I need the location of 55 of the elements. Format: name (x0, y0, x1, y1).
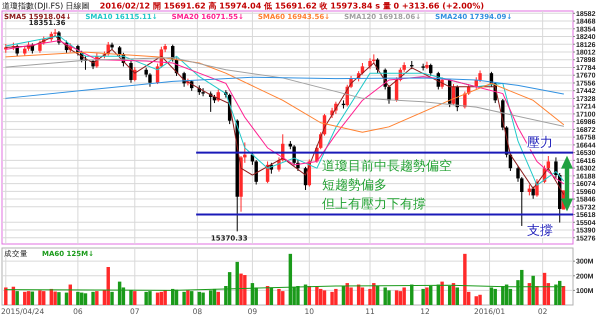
bar (50, 288, 54, 305)
bar (243, 275, 247, 305)
bar (330, 292, 334, 305)
bar (133, 291, 137, 305)
ref-line-label: 壓力 (527, 136, 553, 151)
bar (494, 288, 497, 305)
bar (163, 290, 167, 305)
bar (26, 291, 30, 305)
bar (4, 287, 8, 305)
bar (356, 284, 360, 305)
bar (281, 291, 284, 305)
bar (156, 292, 160, 305)
bar (198, 292, 201, 305)
bar (201, 292, 205, 305)
bar (106, 267, 110, 305)
bar (42, 291, 46, 305)
bar (53, 292, 57, 305)
bar (12, 286, 16, 305)
bar (528, 283, 532, 305)
bar (308, 286, 312, 305)
bar (315, 286, 319, 305)
bar (68, 284, 72, 305)
bar (421, 288, 425, 305)
annotation: 但上有壓力下有撐 (322, 197, 426, 212)
bar (440, 282, 444, 305)
bar (535, 286, 539, 305)
bar (394, 290, 398, 305)
bar (334, 288, 338, 305)
bar (542, 272, 546, 305)
bar (216, 292, 220, 305)
chart-title: 道瓊指數(DJI.FS) 日線圖 (2, 2, 90, 10)
bar (463, 254, 467, 305)
bar (346, 283, 349, 305)
bar (372, 283, 376, 305)
bar (402, 287, 406, 305)
line-series (5, 76, 564, 99)
bar (478, 294, 482, 305)
bar (360, 287, 364, 305)
bar (80, 292, 84, 305)
bar (508, 288, 512, 305)
bar (349, 287, 353, 305)
annotation: 短趨勢偏多 (322, 178, 387, 193)
bar (398, 291, 402, 305)
bar (95, 291, 99, 305)
annotation: 道瓊目前中長趨勢偏空 (322, 159, 452, 174)
ref-line-label: 支撐 (527, 224, 553, 239)
bar (23, 292, 26, 305)
bar (474, 296, 478, 305)
bar (318, 288, 322, 305)
bar (425, 287, 429, 305)
bar (266, 286, 270, 305)
chart-subtitle: 2016/02/12 開 15691.62 高 15974.04 低 15691.62 收 15973.84 s 量 0 +313.66 (+2.00%) (100, 0, 484, 10)
bar (160, 292, 164, 305)
bar (186, 290, 190, 305)
bar (38, 290, 42, 305)
